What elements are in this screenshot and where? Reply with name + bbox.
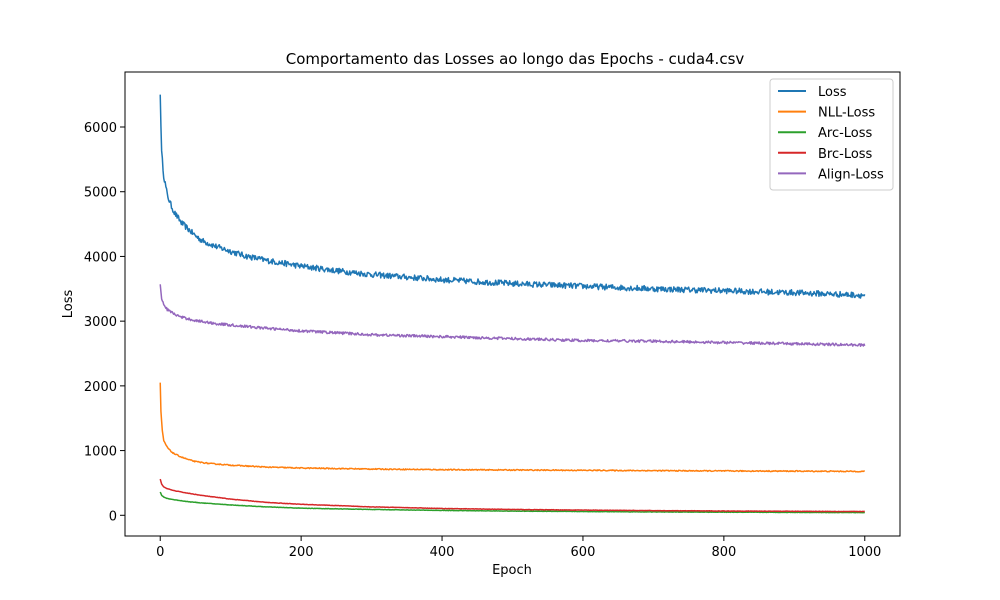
series-line-arc-loss [159,491,865,514]
x-tick-label: 0 [156,545,164,560]
series-line-align-loss [159,284,866,348]
y-tick-label: 1000 [84,445,117,460]
series-line-loss [159,94,866,299]
x-tick-label: 1000 [848,545,881,560]
legend-label: Arc-Loss [818,126,873,141]
series-line-nll-loss [159,382,865,473]
legend-label: Loss [818,85,847,100]
y-tick-label: 6000 [84,121,117,136]
y-tick-label: 0 [109,509,117,524]
series-line-brc-loss [159,478,865,513]
plot-frame [124,71,901,537]
legend-box [769,78,894,191]
legend-label: NLL-Loss [818,106,875,121]
y-tick-label: 2000 [84,380,117,395]
y-axis: 0 1000 2000 3000 4000 5000 6000 [84,121,125,524]
x-tick-label: 200 [289,545,314,560]
y-tick-label: 3000 [84,315,117,330]
x-axis-label: Epoch [492,563,532,578]
legend: Loss NLL-Loss Arc-Loss Brc-Loss Align-Loss [769,78,894,191]
y-axis-label: Loss [61,290,76,319]
legend-label: Brc-Loss [818,147,873,162]
x-tick-label: 600 [571,545,596,560]
x-tick-label: 400 [430,545,455,560]
y-tick-label: 5000 [84,186,117,201]
y-tick-label: 4000 [84,250,117,265]
chart-title: Comportamento das Losses ao longo das Ep… [286,50,745,68]
x-axis: 0 200 400 600 800 1000 [156,536,881,560]
legend-label: Align-Loss [818,167,884,182]
x-tick-label: 800 [711,545,736,560]
plot-area [159,94,866,514]
